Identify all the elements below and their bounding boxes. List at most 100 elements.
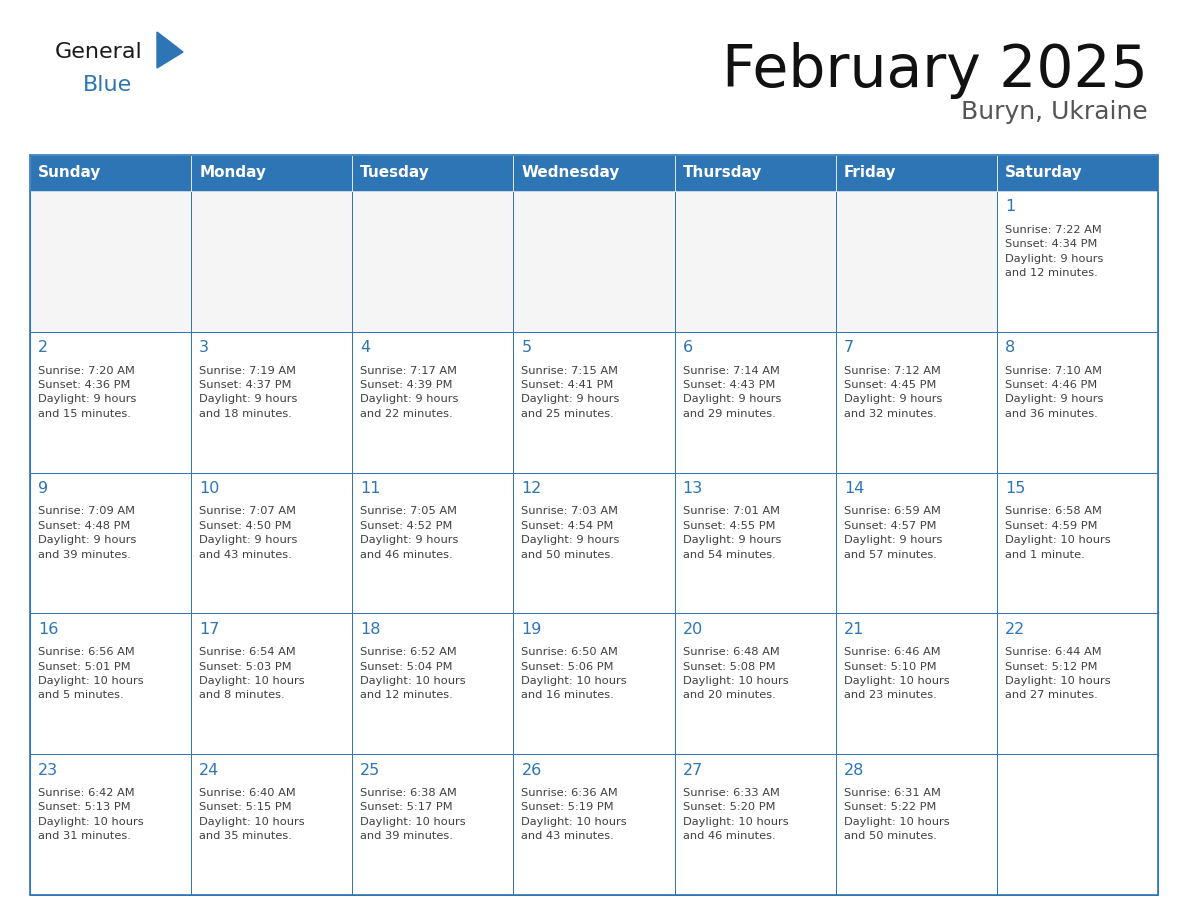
Bar xyxy=(835,613,997,755)
Bar xyxy=(835,191,997,331)
Text: 24: 24 xyxy=(200,763,220,778)
Text: Sunrise: 7:19 AM
Sunset: 4:37 PM
Daylight: 9 hours
and 18 minutes.: Sunrise: 7:19 AM Sunset: 4:37 PM Dayligh… xyxy=(200,365,297,419)
Text: 19: 19 xyxy=(522,621,542,637)
Bar xyxy=(191,331,353,473)
Bar xyxy=(353,473,513,613)
Text: Sunrise: 7:12 AM
Sunset: 4:45 PM
Daylight: 9 hours
and 32 minutes.: Sunrise: 7:12 AM Sunset: 4:45 PM Dayligh… xyxy=(843,365,942,419)
Bar xyxy=(353,613,513,755)
Text: Sunday: Sunday xyxy=(38,165,101,181)
Text: 2: 2 xyxy=(38,341,49,355)
Text: Wednesday: Wednesday xyxy=(522,165,620,181)
Text: Sunrise: 6:33 AM
Sunset: 5:20 PM
Daylight: 10 hours
and 46 minutes.: Sunrise: 6:33 AM Sunset: 5:20 PM Dayligh… xyxy=(683,788,789,841)
Bar xyxy=(30,331,191,473)
Bar xyxy=(835,473,997,613)
Bar xyxy=(191,473,353,613)
Text: 15: 15 xyxy=(1005,481,1025,496)
Text: 16: 16 xyxy=(38,621,58,637)
Text: Thursday: Thursday xyxy=(683,165,762,181)
Text: 20: 20 xyxy=(683,621,703,637)
Text: 26: 26 xyxy=(522,763,542,778)
Bar xyxy=(513,473,675,613)
Bar xyxy=(675,331,835,473)
Text: February 2025: February 2025 xyxy=(722,42,1148,99)
Bar xyxy=(513,613,675,755)
Text: 4: 4 xyxy=(360,341,371,355)
Text: Sunrise: 6:52 AM
Sunset: 5:04 PM
Daylight: 10 hours
and 12 minutes.: Sunrise: 6:52 AM Sunset: 5:04 PM Dayligh… xyxy=(360,647,466,700)
Text: Sunrise: 6:36 AM
Sunset: 5:19 PM
Daylight: 10 hours
and 43 minutes.: Sunrise: 6:36 AM Sunset: 5:19 PM Dayligh… xyxy=(522,788,627,841)
Bar xyxy=(353,755,513,895)
Text: Sunrise: 6:44 AM
Sunset: 5:12 PM
Daylight: 10 hours
and 27 minutes.: Sunrise: 6:44 AM Sunset: 5:12 PM Dayligh… xyxy=(1005,647,1111,700)
Text: 5: 5 xyxy=(522,341,531,355)
Bar xyxy=(30,191,191,331)
Text: Sunrise: 7:10 AM
Sunset: 4:46 PM
Daylight: 9 hours
and 36 minutes.: Sunrise: 7:10 AM Sunset: 4:46 PM Dayligh… xyxy=(1005,365,1104,419)
Text: Saturday: Saturday xyxy=(1005,165,1082,181)
Text: 6: 6 xyxy=(683,341,693,355)
Text: Tuesday: Tuesday xyxy=(360,165,430,181)
Text: 1: 1 xyxy=(1005,199,1016,215)
Bar xyxy=(675,191,835,331)
Bar xyxy=(30,155,191,191)
Bar xyxy=(191,155,353,191)
Text: 21: 21 xyxy=(843,621,864,637)
Text: 18: 18 xyxy=(360,621,381,637)
Text: 23: 23 xyxy=(38,763,58,778)
Bar xyxy=(513,155,675,191)
Bar xyxy=(675,155,835,191)
Bar xyxy=(191,613,353,755)
Text: Sunrise: 7:01 AM
Sunset: 4:55 PM
Daylight: 9 hours
and 54 minutes.: Sunrise: 7:01 AM Sunset: 4:55 PM Dayligh… xyxy=(683,507,781,560)
Bar xyxy=(997,191,1158,331)
Bar xyxy=(997,331,1158,473)
Bar xyxy=(513,191,675,331)
Bar xyxy=(675,473,835,613)
Text: Monday: Monday xyxy=(200,165,266,181)
Text: 27: 27 xyxy=(683,763,703,778)
Text: 8: 8 xyxy=(1005,341,1016,355)
Bar xyxy=(513,331,675,473)
Text: 13: 13 xyxy=(683,481,703,496)
Text: Sunrise: 7:22 AM
Sunset: 4:34 PM
Daylight: 9 hours
and 12 minutes.: Sunrise: 7:22 AM Sunset: 4:34 PM Dayligh… xyxy=(1005,225,1104,278)
Bar xyxy=(353,191,513,331)
Text: Sunrise: 6:56 AM
Sunset: 5:01 PM
Daylight: 10 hours
and 5 minutes.: Sunrise: 6:56 AM Sunset: 5:01 PM Dayligh… xyxy=(38,647,144,700)
Bar xyxy=(191,755,353,895)
Text: Sunrise: 6:59 AM
Sunset: 4:57 PM
Daylight: 9 hours
and 57 minutes.: Sunrise: 6:59 AM Sunset: 4:57 PM Dayligh… xyxy=(843,507,942,560)
Text: Sunrise: 7:03 AM
Sunset: 4:54 PM
Daylight: 9 hours
and 50 minutes.: Sunrise: 7:03 AM Sunset: 4:54 PM Dayligh… xyxy=(522,507,620,560)
Bar xyxy=(675,755,835,895)
Text: Sunrise: 7:14 AM
Sunset: 4:43 PM
Daylight: 9 hours
and 29 minutes.: Sunrise: 7:14 AM Sunset: 4:43 PM Dayligh… xyxy=(683,365,781,419)
Text: 22: 22 xyxy=(1005,621,1025,637)
Text: Sunrise: 6:58 AM
Sunset: 4:59 PM
Daylight: 10 hours
and 1 minute.: Sunrise: 6:58 AM Sunset: 4:59 PM Dayligh… xyxy=(1005,507,1111,560)
Text: Sunrise: 7:05 AM
Sunset: 4:52 PM
Daylight: 9 hours
and 46 minutes.: Sunrise: 7:05 AM Sunset: 4:52 PM Dayligh… xyxy=(360,507,459,560)
Text: Sunrise: 6:42 AM
Sunset: 5:13 PM
Daylight: 10 hours
and 31 minutes.: Sunrise: 6:42 AM Sunset: 5:13 PM Dayligh… xyxy=(38,788,144,841)
Text: Blue: Blue xyxy=(83,75,132,95)
Text: Sunrise: 7:09 AM
Sunset: 4:48 PM
Daylight: 9 hours
and 39 minutes.: Sunrise: 7:09 AM Sunset: 4:48 PM Dayligh… xyxy=(38,507,137,560)
Text: 14: 14 xyxy=(843,481,864,496)
Text: Sunrise: 6:54 AM
Sunset: 5:03 PM
Daylight: 10 hours
and 8 minutes.: Sunrise: 6:54 AM Sunset: 5:03 PM Dayligh… xyxy=(200,647,305,700)
Bar xyxy=(997,613,1158,755)
Text: Sunrise: 7:17 AM
Sunset: 4:39 PM
Daylight: 9 hours
and 22 minutes.: Sunrise: 7:17 AM Sunset: 4:39 PM Dayligh… xyxy=(360,365,459,419)
Bar xyxy=(191,191,353,331)
Bar xyxy=(675,613,835,755)
Text: 12: 12 xyxy=(522,481,542,496)
Bar xyxy=(30,755,191,895)
Text: Sunrise: 7:07 AM
Sunset: 4:50 PM
Daylight: 9 hours
and 43 minutes.: Sunrise: 7:07 AM Sunset: 4:50 PM Dayligh… xyxy=(200,507,297,560)
Bar xyxy=(30,473,191,613)
Bar xyxy=(513,755,675,895)
Bar xyxy=(835,331,997,473)
Text: General: General xyxy=(55,42,143,62)
Text: 11: 11 xyxy=(360,481,381,496)
Text: Buryn, Ukraine: Buryn, Ukraine xyxy=(961,100,1148,124)
Bar xyxy=(997,755,1158,895)
Text: 7: 7 xyxy=(843,341,854,355)
Bar xyxy=(353,155,513,191)
Polygon shape xyxy=(157,32,183,68)
Text: Sunrise: 6:50 AM
Sunset: 5:06 PM
Daylight: 10 hours
and 16 minutes.: Sunrise: 6:50 AM Sunset: 5:06 PM Dayligh… xyxy=(522,647,627,700)
Text: 9: 9 xyxy=(38,481,49,496)
Text: Sunrise: 6:38 AM
Sunset: 5:17 PM
Daylight: 10 hours
and 39 minutes.: Sunrise: 6:38 AM Sunset: 5:17 PM Dayligh… xyxy=(360,788,466,841)
Bar xyxy=(353,331,513,473)
Text: 28: 28 xyxy=(843,763,864,778)
Text: Friday: Friday xyxy=(843,165,897,181)
Bar xyxy=(30,613,191,755)
Bar xyxy=(997,155,1158,191)
Bar xyxy=(30,155,1158,895)
Text: Sunrise: 7:20 AM
Sunset: 4:36 PM
Daylight: 9 hours
and 15 minutes.: Sunrise: 7:20 AM Sunset: 4:36 PM Dayligh… xyxy=(38,365,137,419)
Bar xyxy=(835,155,997,191)
